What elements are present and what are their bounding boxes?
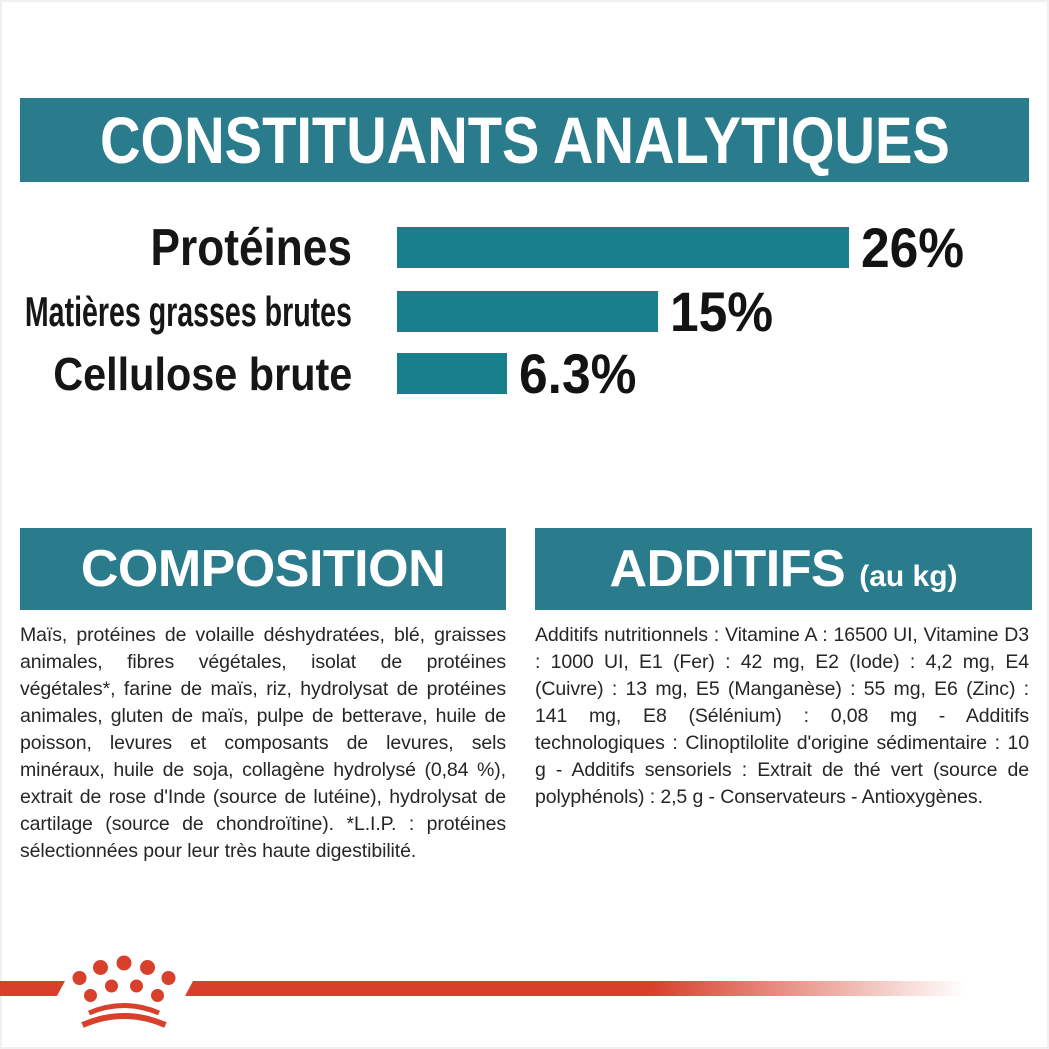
- analytical-constituents-header: CONSTITUANTS ANALYTIQUES: [20, 98, 1029, 182]
- brand-rule-right: [185, 981, 990, 996]
- chart-category-label: Cellulose brute: [52, 347, 352, 400]
- analytical-constituents-title: CONSTITUANTS ANALYTIQUES: [99, 103, 950, 177]
- composition-body-text: Maïs, protéines de volaille déshydratées…: [20, 624, 506, 862]
- royal-canin-crown-icon: [72, 955, 176, 1028]
- chart-row: Protéines 26%: [20, 219, 973, 275]
- additives-header: ADDITIFS (au kg): [535, 528, 1032, 610]
- composition-section: COMPOSITION Maïs, protéines de volaille …: [20, 528, 506, 865]
- additives-subtitle: (au kg): [859, 560, 958, 593]
- additives-title: ADDITIFS: [609, 540, 846, 598]
- additives-section: ADDITIFS (au kg) Additifs nutritionnels …: [535, 528, 1032, 811]
- analytical-chart: Protéines 26% Matières grasses brutes 15% Ce…: [20, 210, 1029, 410]
- chart-bar: [397, 291, 658, 332]
- chart-category-label: Matières grasses brutes: [24, 287, 352, 335]
- chart-row: Cellulose brute 6.3%: [20, 345, 647, 401]
- chart-value-label: 6.3%: [519, 341, 637, 405]
- chart-bar: [397, 353, 507, 394]
- brand-rule-left: [0, 981, 65, 996]
- composition-title: COMPOSITION: [80, 540, 446, 598]
- chart-bar: [397, 227, 849, 268]
- composition-header: COMPOSITION: [20, 528, 506, 610]
- chart-category-label: Protéines: [150, 218, 352, 277]
- additives-body-text: Additifs nutritionnels : Vitamine A : 16…: [535, 624, 1029, 808]
- chart-value-label: 26%: [861, 215, 965, 279]
- chart-value-label: 15%: [670, 279, 774, 343]
- chart-row: Matières grasses brutes 15%: [20, 283, 782, 339]
